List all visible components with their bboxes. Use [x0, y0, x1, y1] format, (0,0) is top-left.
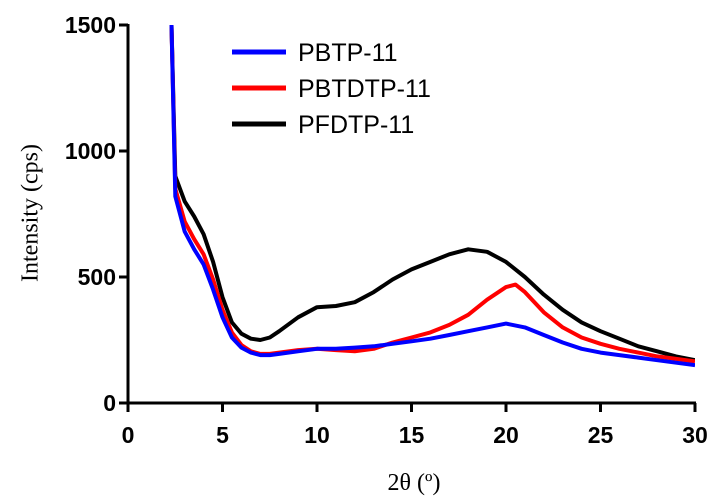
series-line-2: [169, 25, 695, 363]
x-tick-label: 0: [122, 422, 135, 448]
series-line-0: [169, 25, 695, 368]
legend-label-2: PFDTP-11: [298, 111, 414, 139]
x-tick-label: 15: [399, 422, 425, 448]
y-axis-title-group: Intensity (cps): [18, 144, 44, 282]
series-line-1: [169, 25, 695, 364]
y-tick-label: 0: [103, 390, 116, 416]
x-tick-label: 5: [216, 422, 229, 448]
y-tick-label: 1500: [65, 12, 116, 38]
y-tick-label: 1000: [65, 138, 116, 164]
plot-area: [169, 25, 695, 368]
y-tick-label: 500: [78, 264, 116, 290]
legend-label-0: PBTP-11: [298, 39, 398, 67]
y-axis-title: Intensity (cps): [18, 144, 44, 282]
x-tick-label: 10: [304, 422, 330, 448]
x-tick-label: 20: [493, 422, 519, 448]
x-tick-label: 25: [588, 422, 614, 448]
legend: PBTP-11 PBTDTP-11 PFDTP-11: [232, 39, 431, 139]
legend-label-1: PBTDTP-11: [298, 75, 431, 103]
x-tick-label: 30: [682, 422, 708, 448]
series-group: [169, 25, 695, 368]
x-axis-title: 2θ (º): [388, 470, 441, 496]
axes: 0 5 10 15 20 25 30 0 500 1000 1500: [65, 12, 708, 448]
